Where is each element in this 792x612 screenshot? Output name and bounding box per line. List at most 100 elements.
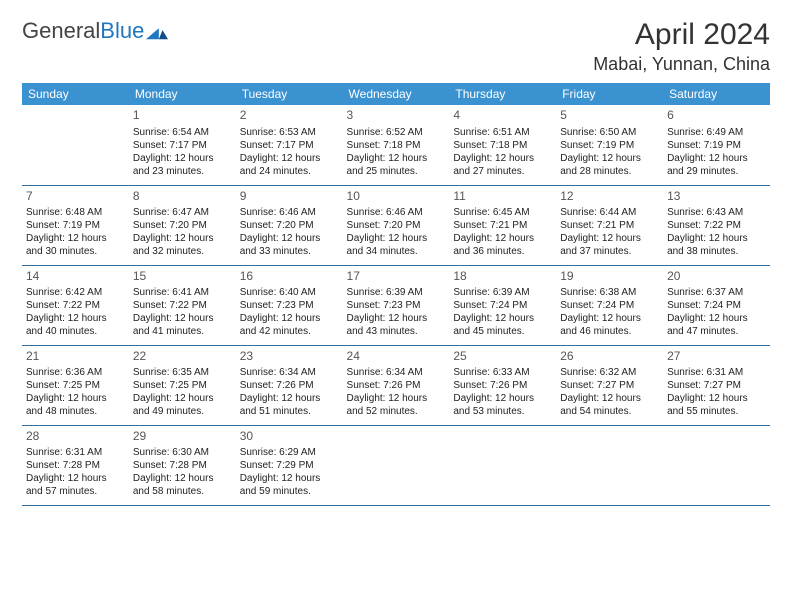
calendar-cell: 3Sunrise: 6:52 AMSunset: 7:18 PMDaylight… <box>343 105 450 185</box>
sunrise-text: Sunrise: 6:29 AM <box>240 446 339 459</box>
daylight-text: and 45 minutes. <box>453 325 552 338</box>
sunrise-text: Sunrise: 6:43 AM <box>667 206 766 219</box>
calendar-cell: 12Sunrise: 6:44 AMSunset: 7:21 PMDayligh… <box>556 185 663 265</box>
day-number: 28 <box>26 429 125 445</box>
day-header: Wednesday <box>343 83 450 105</box>
sunrise-text: Sunrise: 6:44 AM <box>560 206 659 219</box>
calendar-cell: 7Sunrise: 6:48 AMSunset: 7:19 PMDaylight… <box>22 185 129 265</box>
daylight-text: and 51 minutes. <box>240 405 339 418</box>
day-number: 4 <box>453 108 552 124</box>
logo-mark-icon <box>146 22 168 40</box>
sunrise-text: Sunrise: 6:40 AM <box>240 286 339 299</box>
daylight-text: Daylight: 12 hours <box>26 232 125 245</box>
day-number: 24 <box>347 349 446 365</box>
day-number: 26 <box>560 349 659 365</box>
daylight-text: and 33 minutes. <box>240 245 339 258</box>
day-header: Saturday <box>663 83 770 105</box>
daylight-text: and 38 minutes. <box>667 245 766 258</box>
daylight-text: Daylight: 12 hours <box>560 232 659 245</box>
day-header: Friday <box>556 83 663 105</box>
day-number: 16 <box>240 269 339 285</box>
daylight-text: and 57 minutes. <box>26 485 125 498</box>
daylight-text: and 48 minutes. <box>26 405 125 418</box>
daylight-text: Daylight: 12 hours <box>667 392 766 405</box>
day-number: 6 <box>667 108 766 124</box>
daylight-text: and 58 minutes. <box>133 485 232 498</box>
sunset-text: Sunset: 7:29 PM <box>240 459 339 472</box>
logo-text-2: Blue <box>100 18 144 44</box>
calendar-row: 7Sunrise: 6:48 AMSunset: 7:19 PMDaylight… <box>22 185 770 265</box>
day-number: 23 <box>240 349 339 365</box>
sunset-text: Sunset: 7:23 PM <box>240 299 339 312</box>
sunrise-text: Sunrise: 6:49 AM <box>667 126 766 139</box>
daylight-text: Daylight: 12 hours <box>453 152 552 165</box>
day-number: 22 <box>133 349 232 365</box>
sunset-text: Sunset: 7:18 PM <box>347 139 446 152</box>
day-number: 19 <box>560 269 659 285</box>
location: Mabai, Yunnan, China <box>593 54 770 75</box>
daylight-text: and 36 minutes. <box>453 245 552 258</box>
daylight-text: and 43 minutes. <box>347 325 446 338</box>
daylight-text: Daylight: 12 hours <box>26 472 125 485</box>
day-number: 2 <box>240 108 339 124</box>
calendar-cell: 26Sunrise: 6:32 AMSunset: 7:27 PMDayligh… <box>556 345 663 425</box>
day-number: 5 <box>560 108 659 124</box>
calendar-cell: 17Sunrise: 6:39 AMSunset: 7:23 PMDayligh… <box>343 265 450 345</box>
calendar-cell: 13Sunrise: 6:43 AMSunset: 7:22 PMDayligh… <box>663 185 770 265</box>
daylight-text: and 41 minutes. <box>133 325 232 338</box>
sunrise-text: Sunrise: 6:39 AM <box>453 286 552 299</box>
daylight-text: Daylight: 12 hours <box>347 312 446 325</box>
calendar-cell: 24Sunrise: 6:34 AMSunset: 7:26 PMDayligh… <box>343 345 450 425</box>
sunrise-text: Sunrise: 6:47 AM <box>133 206 232 219</box>
daylight-text: and 49 minutes. <box>133 405 232 418</box>
sunrise-text: Sunrise: 6:31 AM <box>667 366 766 379</box>
sunset-text: Sunset: 7:25 PM <box>26 379 125 392</box>
daylight-text: Daylight: 12 hours <box>560 392 659 405</box>
calendar-row: 1Sunrise: 6:54 AMSunset: 7:17 PMDaylight… <box>22 105 770 185</box>
sunset-text: Sunset: 7:24 PM <box>453 299 552 312</box>
daylight-text: Daylight: 12 hours <box>240 472 339 485</box>
sunrise-text: Sunrise: 6:36 AM <box>26 366 125 379</box>
sunrise-text: Sunrise: 6:33 AM <box>453 366 552 379</box>
sunset-text: Sunset: 7:17 PM <box>240 139 339 152</box>
calendar-cell: 15Sunrise: 6:41 AMSunset: 7:22 PMDayligh… <box>129 265 236 345</box>
day-header: Tuesday <box>236 83 343 105</box>
calendar-cell: 10Sunrise: 6:46 AMSunset: 7:20 PMDayligh… <box>343 185 450 265</box>
day-number: 21 <box>26 349 125 365</box>
daylight-text: Daylight: 12 hours <box>347 232 446 245</box>
sunset-text: Sunset: 7:26 PM <box>240 379 339 392</box>
sunset-text: Sunset: 7:22 PM <box>133 299 232 312</box>
daylight-text: Daylight: 12 hours <box>240 152 339 165</box>
daylight-text: Daylight: 12 hours <box>133 152 232 165</box>
header: GeneralBlue April 2024 Mabai, Yunnan, Ch… <box>22 18 770 75</box>
sunrise-text: Sunrise: 6:34 AM <box>347 366 446 379</box>
daylight-text: Daylight: 12 hours <box>560 152 659 165</box>
logo-text-1: General <box>22 18 100 44</box>
sunset-text: Sunset: 7:19 PM <box>26 219 125 232</box>
daylight-text: Daylight: 12 hours <box>667 312 766 325</box>
calendar-cell <box>663 425 770 505</box>
day-number: 14 <box>26 269 125 285</box>
sunrise-text: Sunrise: 6:35 AM <box>133 366 232 379</box>
sunrise-text: Sunrise: 6:38 AM <box>560 286 659 299</box>
calendar-cell <box>22 105 129 185</box>
calendar-cell: 21Sunrise: 6:36 AMSunset: 7:25 PMDayligh… <box>22 345 129 425</box>
sunset-text: Sunset: 7:20 PM <box>240 219 339 232</box>
daylight-text: Daylight: 12 hours <box>347 152 446 165</box>
sunset-text: Sunset: 7:22 PM <box>26 299 125 312</box>
daylight-text: Daylight: 12 hours <box>26 312 125 325</box>
daylight-text: and 55 minutes. <box>667 405 766 418</box>
daylight-text: Daylight: 12 hours <box>133 472 232 485</box>
calendar-cell: 4Sunrise: 6:51 AMSunset: 7:18 PMDaylight… <box>449 105 556 185</box>
day-header: Thursday <box>449 83 556 105</box>
daylight-text: Daylight: 12 hours <box>453 312 552 325</box>
daylight-text: and 42 minutes. <box>240 325 339 338</box>
day-number: 25 <box>453 349 552 365</box>
calendar-head: SundayMondayTuesdayWednesdayThursdayFrid… <box>22 83 770 105</box>
day-number: 7 <box>26 189 125 205</box>
sunset-text: Sunset: 7:21 PM <box>453 219 552 232</box>
logo: GeneralBlue <box>22 18 168 44</box>
sunset-text: Sunset: 7:19 PM <box>667 139 766 152</box>
daylight-text: and 23 minutes. <box>133 165 232 178</box>
sunrise-text: Sunrise: 6:53 AM <box>240 126 339 139</box>
